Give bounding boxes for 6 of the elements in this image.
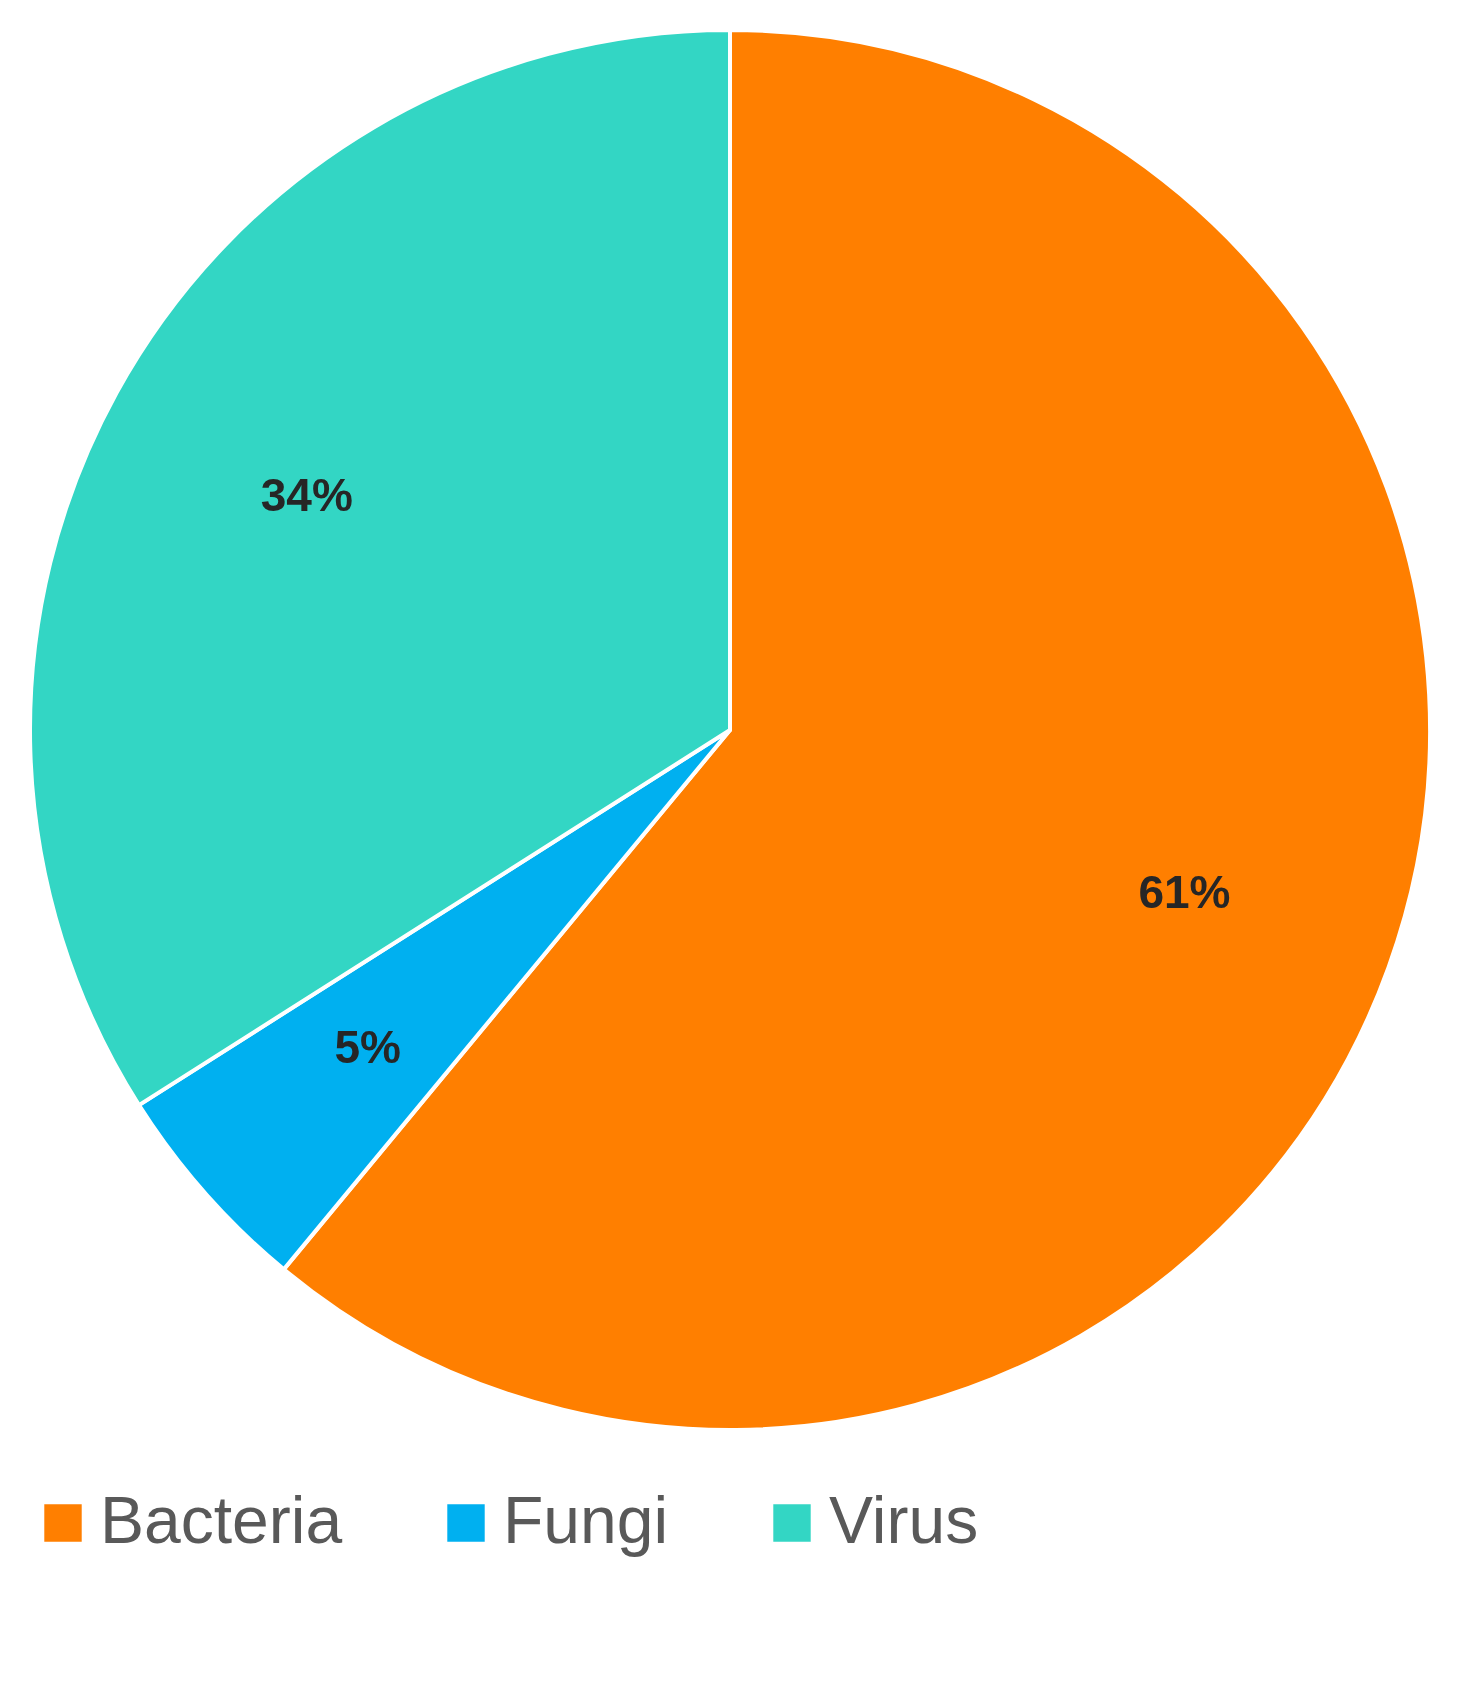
legend-label: Bacteria xyxy=(100,1483,343,1557)
data-label: 34% xyxy=(260,469,353,522)
legend-label: Virus xyxy=(829,1483,979,1557)
data-label: 61% xyxy=(1138,865,1231,918)
legend-label: Fungi xyxy=(503,1483,669,1557)
data-label: 5% xyxy=(334,1021,401,1074)
